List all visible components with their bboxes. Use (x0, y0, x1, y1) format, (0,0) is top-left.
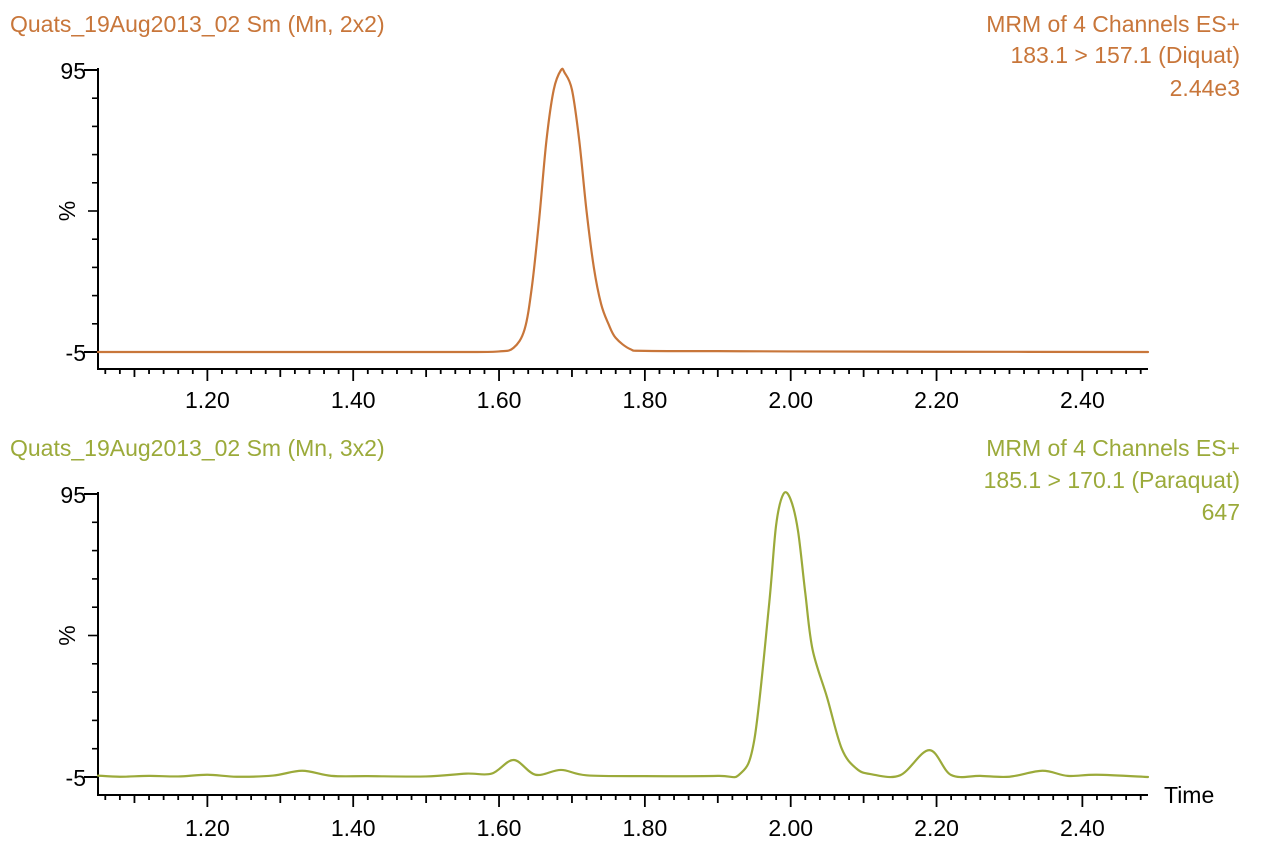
x-tick-label: 2.20 (914, 387, 959, 413)
x-tick-label: 2.00 (768, 387, 813, 413)
y-tick-label: -5 (66, 340, 86, 366)
x-tick-label: 1.60 (477, 815, 522, 841)
y-tick-label: 95 (60, 58, 86, 84)
channel-info-line: 183.1 > 157.1 (Diquat) (1010, 42, 1240, 68)
channel-info-line: 2.44e3 (1170, 75, 1240, 101)
x-tick-label: 2.40 (1060, 815, 1105, 841)
x-axis-label: Time (1164, 782, 1214, 808)
x-tick-label: 1.20 (185, 387, 230, 413)
channel-info-line: 647 (1202, 499, 1240, 525)
chart-title: Quats_19Aug2013_02 Sm (Mn, 2x2) (10, 11, 385, 37)
y-tick-label: 95 (60, 482, 86, 508)
channel-info-line: MRM of 4 Channels ES+ (986, 435, 1240, 461)
x-tick-label: 1.20 (185, 815, 230, 841)
channel-info-line: MRM of 4 Channels ES+ (986, 11, 1240, 37)
chart-title: Quats_19Aug2013_02 Sm (Mn, 3x2) (10, 435, 385, 461)
x-tick-label: 1.60 (477, 387, 522, 413)
x-tick-label: 2.40 (1060, 387, 1105, 413)
x-tick-label: 2.20 (914, 815, 959, 841)
channel-info-line: 185.1 > 170.1 (Paraquat) (984, 467, 1240, 493)
chromatogram-trace (96, 491, 1150, 779)
y-axis-label: % (54, 625, 80, 645)
y-axis-label: % (54, 201, 80, 221)
y-tick-label: -5 (66, 765, 86, 791)
x-tick-label: 1.80 (622, 815, 667, 841)
x-tick-label: 1.80 (622, 387, 667, 413)
x-tick-label: 1.40 (331, 815, 376, 841)
chromatogram-trace (96, 67, 1150, 354)
x-tick-label: 1.40 (331, 387, 376, 413)
x-tick-label: 2.00 (768, 815, 813, 841)
